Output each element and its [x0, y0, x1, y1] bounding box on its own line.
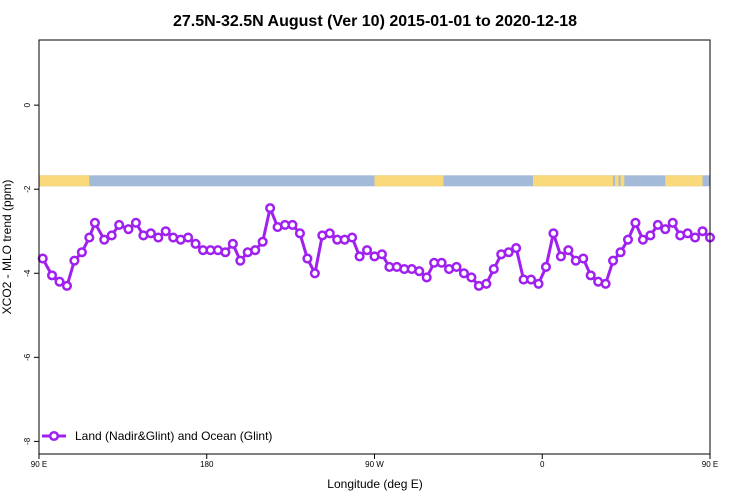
y-axis: 0 -2 -4 -6 -8 — [23, 102, 39, 445]
data-point — [682, 228, 693, 239]
data-point — [89, 217, 100, 228]
data-point — [652, 219, 663, 230]
data-point — [503, 247, 514, 258]
data-point — [555, 251, 566, 262]
data-point — [451, 261, 462, 273]
data-point — [600, 278, 611, 289]
data-point — [302, 253, 313, 264]
data-point — [130, 217, 141, 228]
data-point — [46, 270, 58, 281]
y-axis-label: XCO2 - MLO trend (ppm) — [0, 180, 14, 315]
legend-marker — [48, 430, 60, 442]
data-point — [481, 278, 492, 289]
data-point — [608, 255, 619, 266]
data-point — [106, 230, 117, 241]
chart-title: 27.5N-32.5N August (Ver 10) 2015-01-01 t… — [173, 13, 577, 30]
data-point — [235, 255, 246, 266]
data-point — [548, 228, 559, 239]
land-band — [374, 175, 444, 187]
data-point — [76, 247, 87, 258]
data-point — [153, 232, 164, 243]
y-tick-label: -8 — [23, 437, 32, 445]
data-point — [61, 280, 73, 291]
x-tick-label: 90 W — [365, 460, 384, 469]
data-point — [511, 243, 522, 254]
data-point — [287, 219, 298, 230]
data-point — [84, 232, 95, 243]
land-band — [614, 175, 619, 187]
data-point — [697, 226, 708, 237]
y-tick-label: 0 — [23, 102, 32, 107]
data-point — [615, 247, 626, 258]
land-band — [665, 175, 703, 187]
data-point — [376, 249, 388, 260]
plot-frame — [38, 39, 711, 455]
data-point — [145, 228, 156, 239]
y-tick-label: -6 — [23, 353, 32, 361]
x-tick-label: 180 — [200, 460, 214, 469]
data-point — [227, 238, 238, 249]
data-point — [347, 232, 358, 243]
data-point — [294, 228, 305, 239]
data-point — [630, 217, 641, 228]
data-point — [265, 203, 276, 214]
data-point — [160, 226, 171, 237]
legend: Land (Nadir&Glint) and Ocean (Glint) — [42, 429, 272, 443]
data-point — [123, 224, 134, 235]
data-point — [667, 217, 678, 228]
y-tick-label: -4 — [23, 269, 32, 277]
data-point — [421, 272, 432, 283]
data-point — [99, 234, 110, 245]
data-point — [637, 234, 648, 245]
data-point — [578, 253, 589, 264]
data-point — [645, 230, 656, 241]
data-point — [690, 232, 701, 243]
data-point — [220, 247, 231, 258]
land-band — [532, 175, 614, 187]
x-axis-label: Longitude (deg E) — [327, 477, 422, 491]
series-line — [41, 206, 711, 288]
x-tick-label: 90 E — [31, 460, 47, 469]
legend-label: Land (Nadir&Glint) and Ocean (Glint) — [75, 429, 272, 443]
y-tick-label: -2 — [23, 185, 32, 193]
data-point — [361, 245, 373, 256]
data-point — [354, 251, 365, 262]
data-point — [622, 234, 634, 245]
data-point — [533, 278, 544, 289]
data-point — [414, 266, 425, 277]
series-layer — [37, 203, 716, 291]
data-point — [660, 224, 671, 235]
data-point — [309, 268, 320, 279]
x-tick-label: 90 E — [702, 460, 718, 469]
data-point — [250, 245, 261, 256]
data-point — [54, 276, 65, 287]
data-point — [540, 261, 552, 273]
data-point — [466, 272, 477, 283]
land-band — [620, 175, 625, 187]
data-point — [37, 253, 48, 264]
data-point — [436, 257, 447, 268]
data-point — [488, 264, 499, 275]
data-point — [183, 232, 194, 243]
data-point — [114, 219, 125, 230]
x-tick-label: 0 — [540, 460, 545, 469]
data-point — [585, 270, 596, 281]
data-point — [458, 268, 470, 279]
data-point — [563, 245, 574, 256]
data-point — [526, 274, 537, 285]
data-point — [257, 236, 268, 247]
land-ocean-strip — [39, 175, 710, 187]
x-axis: 90 E 180 90 W 0 90 E — [31, 454, 718, 469]
data-point — [190, 238, 201, 249]
land-band — [39, 175, 90, 187]
data-point — [69, 255, 80, 266]
data-point — [324, 228, 335, 239]
